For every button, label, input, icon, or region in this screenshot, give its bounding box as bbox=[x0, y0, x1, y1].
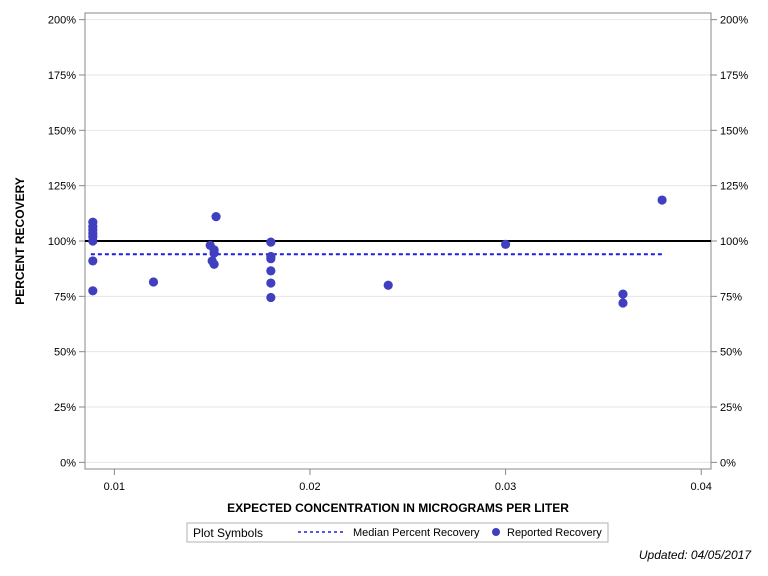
y-axis-left: 0% 25% 50% 75% 100% 125% 150% 175% 200% bbox=[48, 15, 85, 469]
data-point bbox=[618, 289, 628, 299]
y-tick-label-right: 25% bbox=[720, 402, 742, 414]
data-points bbox=[88, 195, 667, 308]
y-tick-label: 175% bbox=[48, 70, 76, 82]
data-point bbox=[266, 254, 276, 264]
y-axis-right: 0% 25% 50% 75% 100% 125% 150% 175% 200% bbox=[711, 15, 748, 469]
y-axis-title: PERCENT RECOVERY bbox=[13, 177, 27, 305]
data-point bbox=[266, 292, 276, 303]
y-tick-label: 100% bbox=[48, 236, 76, 248]
y-tick-label: 125% bbox=[48, 181, 76, 193]
y-tick-label: 25% bbox=[54, 402, 76, 414]
y-tick-label-right: 0% bbox=[720, 457, 736, 469]
data-point bbox=[266, 266, 276, 276]
y-tick-label-right: 200% bbox=[720, 15, 748, 27]
y-tick-label-right: 100% bbox=[720, 236, 748, 248]
data-point bbox=[211, 212, 221, 222]
data-point bbox=[88, 286, 98, 296]
updated-date: Updated: 04/05/2017 bbox=[638, 548, 751, 562]
y-tick-label-right: 75% bbox=[720, 291, 742, 303]
data-point bbox=[657, 195, 667, 205]
y-tick-label: 0% bbox=[60, 457, 76, 469]
legend-points-swatch bbox=[492, 528, 500, 536]
data-point bbox=[88, 236, 98, 246]
data-point bbox=[266, 237, 276, 247]
x-tick-label: 0.04 bbox=[691, 481, 712, 493]
x-tick-label: 0.03 bbox=[495, 481, 516, 493]
data-point bbox=[148, 277, 159, 287]
x-tick-label: 0.01 bbox=[104, 481, 125, 493]
legend: Plot Symbols Median Percent Recovery Rep… bbox=[186, 522, 609, 543]
data-point bbox=[209, 248, 219, 258]
x-axis-title: EXPECTED CONCENTRATION IN MICROGRAMS PER… bbox=[227, 501, 569, 515]
legend-frame bbox=[186, 522, 609, 543]
y-tick-label: 150% bbox=[48, 125, 76, 137]
y-tick-label: 200% bbox=[48, 15, 76, 27]
legend-points-label: Reported Recovery bbox=[507, 527, 602, 539]
data-point bbox=[500, 239, 511, 249]
data-point bbox=[383, 280, 393, 290]
y-tick-label-right: 175% bbox=[720, 70, 748, 82]
y-tick-label-right: 50% bbox=[720, 347, 742, 359]
data-point bbox=[618, 298, 628, 308]
data-point bbox=[88, 256, 98, 266]
x-tick-label: 0.02 bbox=[299, 481, 320, 493]
y-tick-label: 50% bbox=[54, 347, 76, 359]
data-point bbox=[209, 259, 219, 269]
data-point bbox=[266, 278, 276, 288]
x-axis: 0.01 0.02 0.03 0.04 bbox=[104, 469, 712, 493]
y-tick-label-right: 150% bbox=[720, 125, 748, 137]
y-tick-label-right: 125% bbox=[720, 181, 748, 193]
legend-title: Plot Symbols bbox=[193, 526, 263, 540]
legend-median-label: Median Percent Recovery bbox=[353, 527, 480, 539]
y-tick-label: 75% bbox=[54, 291, 76, 303]
